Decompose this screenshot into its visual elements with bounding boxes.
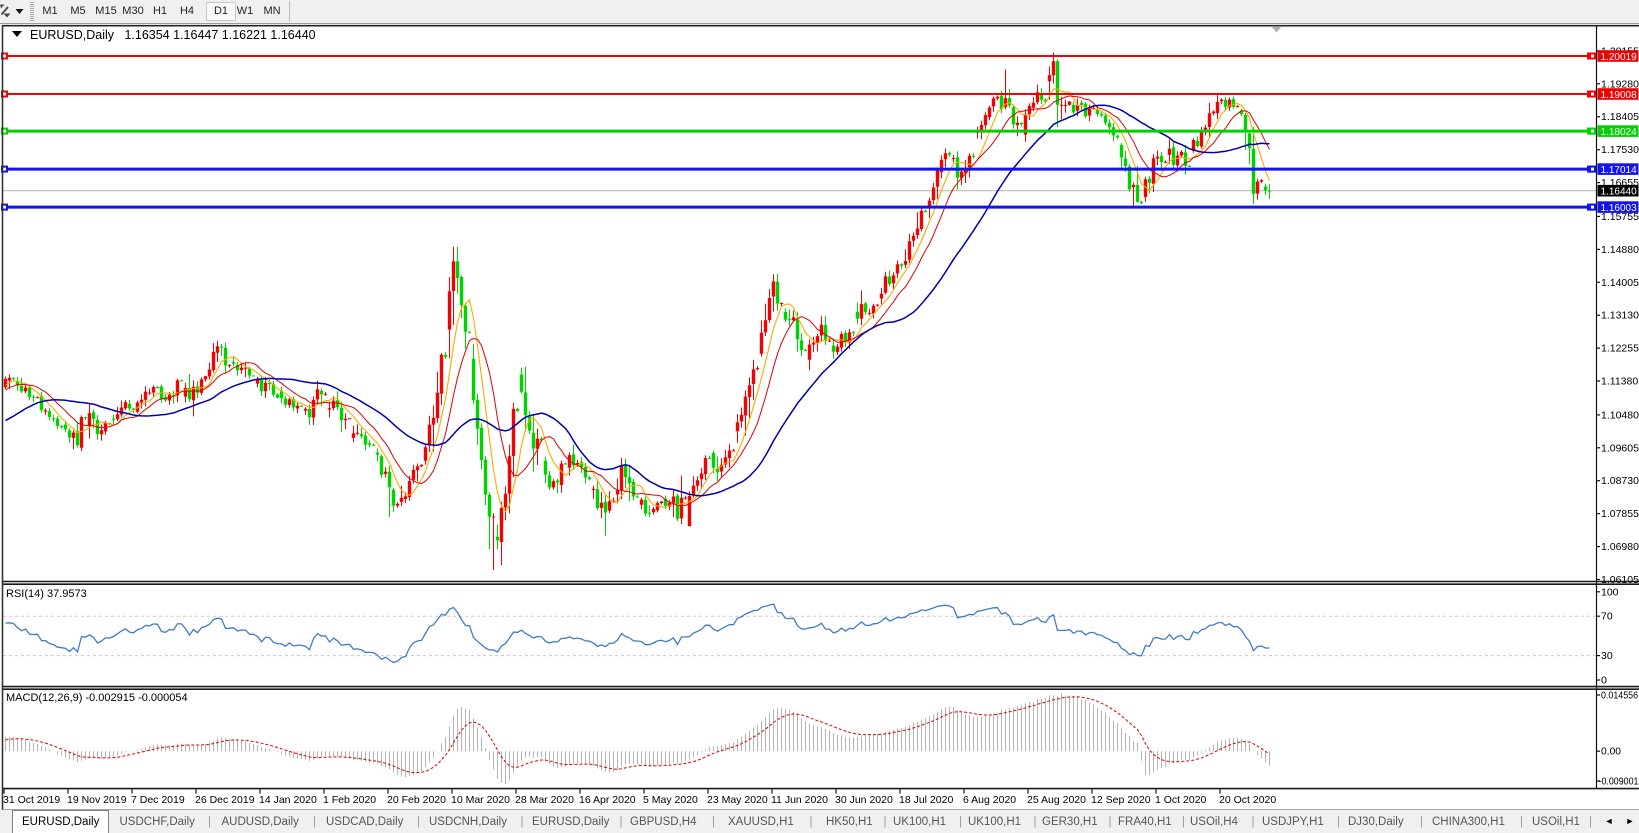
- svg-text:1.16440: 1.16440: [1601, 187, 1638, 198]
- svg-text:25 Aug 2020: 25 Aug 2020: [1027, 794, 1086, 806]
- svg-text:30: 30: [1601, 650, 1613, 662]
- svg-text:10 Mar 2020: 10 Mar 2020: [451, 794, 510, 806]
- svg-text:1.20019: 1.20019: [1601, 52, 1638, 63]
- svg-text:7 Dec 2019: 7 Dec 2019: [131, 794, 185, 806]
- svg-text:26 Dec 2019: 26 Dec 2019: [195, 794, 255, 806]
- svg-text:1 Feb 2020: 1 Feb 2020: [323, 794, 376, 806]
- svg-text:EURUSD,Daily 1.16354 1.16447: EURUSD,Daily 1.16354 1.16447 1.16221 1.1…: [30, 28, 316, 42]
- svg-text:23 May 2020: 23 May 2020: [707, 794, 768, 806]
- svg-text:1.19008: 1.19008: [1601, 90, 1638, 101]
- svg-text:1.06980: 1.06980: [1601, 541, 1639, 553]
- svg-text:19 Nov 2019: 19 Nov 2019: [67, 794, 127, 806]
- svg-text:16 Apr 2020: 16 Apr 2020: [579, 794, 636, 806]
- svg-text:30 Jun 2020: 30 Jun 2020: [835, 794, 893, 806]
- svg-text:31 Oct 2019: 31 Oct 2019: [3, 794, 60, 806]
- svg-text:1 Oct 2020: 1 Oct 2020: [1155, 794, 1207, 806]
- svg-text:20 Oct 2020: 20 Oct 2020: [1219, 794, 1276, 806]
- svg-text:0.014556: 0.014556: [1601, 690, 1638, 702]
- svg-text:1.09605: 1.09605: [1601, 442, 1639, 454]
- svg-text:6 Aug 2020: 6 Aug 2020: [963, 794, 1016, 806]
- svg-text:1.15755: 1.15755: [1601, 211, 1639, 223]
- svg-text:1.17014: 1.17014: [1601, 165, 1638, 176]
- svg-text:11 Jun 2020: 11 Jun 2020: [771, 794, 828, 806]
- svg-text:1.14880: 1.14880: [1601, 244, 1639, 256]
- svg-text:18 Jul 2020: 18 Jul 2020: [899, 794, 953, 806]
- svg-text:1.18405: 1.18405: [1601, 111, 1639, 123]
- svg-text:12 Sep 2020: 12 Sep 2020: [1091, 794, 1151, 806]
- svg-text:RSI(14) 37.9573: RSI(14) 37.9573: [6, 588, 87, 600]
- svg-text:1.06105: 1.06105: [1601, 574, 1639, 586]
- svg-text:1.07855: 1.07855: [1601, 508, 1639, 520]
- svg-text:20 Feb 2020: 20 Feb 2020: [387, 794, 446, 806]
- svg-text:MACD(12,26,9) -0.002915 -0.000: MACD(12,26,9) -0.002915 -0.000054: [6, 692, 188, 704]
- svg-text:1.17530: 1.17530: [1601, 144, 1639, 156]
- svg-text:1.13130: 1.13130: [1601, 310, 1639, 322]
- svg-text:70: 70: [1601, 611, 1613, 623]
- svg-text:14 Jan 2020: 14 Jan 2020: [259, 794, 317, 806]
- svg-text:28 Mar 2020: 28 Mar 2020: [515, 794, 574, 806]
- svg-text:0.00: 0.00: [1601, 746, 1621, 758]
- svg-text:100: 100: [1601, 586, 1619, 598]
- svg-text:1.11380: 1.11380: [1601, 376, 1638, 388]
- svg-text:1.16003: 1.16003: [1601, 203, 1638, 214]
- svg-text:1.12255: 1.12255: [1601, 343, 1639, 355]
- svg-text:1.19280: 1.19280: [1601, 78, 1639, 90]
- svg-text:-0.009001: -0.009001: [1599, 776, 1639, 788]
- svg-text:1.10480: 1.10480: [1601, 409, 1639, 421]
- svg-text:1.18024: 1.18024: [1601, 127, 1638, 138]
- svg-text:1.08730: 1.08730: [1601, 475, 1639, 487]
- svg-text:0: 0: [1601, 675, 1607, 687]
- svg-text:5 May 2020: 5 May 2020: [643, 794, 698, 806]
- svg-text:1.14005: 1.14005: [1601, 277, 1639, 289]
